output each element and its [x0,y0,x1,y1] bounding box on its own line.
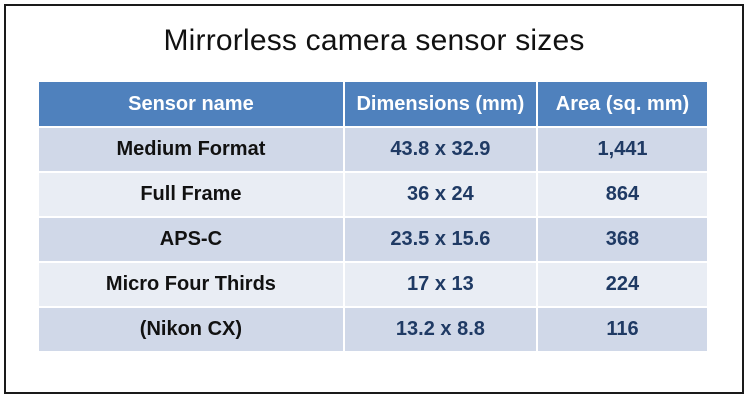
dimensions-cell: 17 x 13 [344,263,536,306]
slide-title: Mirrorless camera sensor sizes [163,24,585,57]
header-sensor-name: Sensor name [39,82,343,126]
header-dimensions: Dimensions (mm) [344,82,536,126]
dimensions-cell: 36 x 24 [344,173,536,216]
sensor-name-cell: Full Frame [39,173,343,216]
table-row: Medium Format 43.8 x 32.9 1,441 [39,128,707,171]
sensor-name-cell: Medium Format [39,128,343,171]
dimensions-cell: 23.5 x 15.6 [344,218,536,261]
sensor-name-cell: Micro Four Thirds [39,263,343,306]
area-cell: 864 [537,173,707,216]
dimensions-cell: 13.2 x 8.8 [344,308,536,351]
sensor-name-cell: APS-C [39,218,343,261]
dimensions-cell: 43.8 x 32.9 [344,128,536,171]
table-header-row: Sensor name Dimensions (mm) Area (sq. mm… [39,82,707,126]
area-cell: 224 [537,263,707,306]
table-row: APS-C 23.5 x 15.6 368 [39,218,707,261]
table-row: Full Frame 36 x 24 864 [39,173,707,216]
area-cell: 368 [537,218,707,261]
slide-frame: Mirrorless camera sensor sizes Sensor na… [4,4,744,394]
table-row: Micro Four Thirds 17 x 13 224 [39,263,707,306]
header-area: Area (sq. mm) [537,82,707,126]
table-row: (Nikon CX) 13.2 x 8.8 116 [39,308,707,351]
area-cell: 116 [537,308,707,351]
sensor-size-table: Sensor name Dimensions (mm) Area (sq. mm… [37,80,709,353]
area-cell: 1,441 [537,128,707,171]
sensor-name-cell: (Nikon CX) [39,308,343,351]
